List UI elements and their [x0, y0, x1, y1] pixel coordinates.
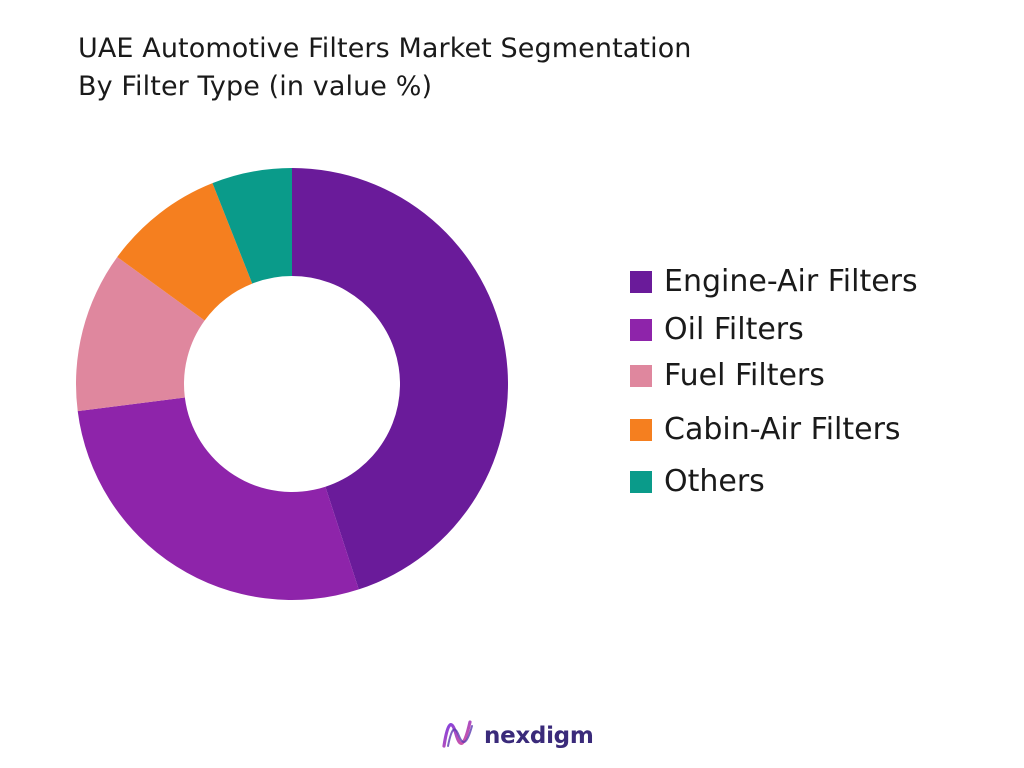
chart-title: UAE Automotive Filters Market Segmentati…: [78, 30, 978, 106]
legend-item-others: Others: [630, 462, 765, 502]
legend-label-oil-filters: Oil Filters: [664, 312, 804, 347]
donut-slice-fuel-filters: [76, 257, 205, 412]
chart-title-line-2: By Filter Type (in value %): [78, 71, 433, 102]
chart-title-line-1: UAE Automotive Filters Market Segmentati…: [78, 33, 692, 64]
legend-swatch-cabin-air-filters: [630, 419, 652, 441]
legend-item-cabin-air-filters: Cabin-Air Filters: [630, 410, 901, 450]
legend-swatch-fuel-filters: [630, 365, 652, 387]
nexdigm-logo-icon: [440, 716, 476, 756]
legend-swatch-engine-air-filters: [630, 271, 652, 293]
legend-label-others: Others: [664, 464, 765, 499]
legend-label-cabin-air-filters: Cabin-Air Filters: [664, 412, 901, 447]
legend-item-fuel-filters: Fuel Filters: [630, 356, 825, 396]
donut-slice-oil-filters: [77, 397, 359, 601]
legend-swatch-oil-filters: [630, 319, 652, 341]
legend-label-engine-air-filters: Engine-Air Filters: [664, 264, 918, 299]
legend-swatch-others: [630, 471, 652, 493]
donut-slice-others: [212, 168, 292, 284]
legend-label-fuel-filters: Fuel Filters: [664, 358, 825, 393]
legend-item-oil-filters: Oil Filters: [630, 310, 804, 350]
donut-slice-engine-air-filters: [292, 168, 509, 590]
brand-logo: nexdigm: [440, 716, 594, 756]
legend-item-engine-air-filters: Engine-Air Filters: [630, 262, 918, 302]
donut-slice-cabin-air-filters: [117, 183, 253, 321]
brand-name: nexdigm: [484, 723, 594, 749]
donut-slices: [76, 168, 509, 601]
